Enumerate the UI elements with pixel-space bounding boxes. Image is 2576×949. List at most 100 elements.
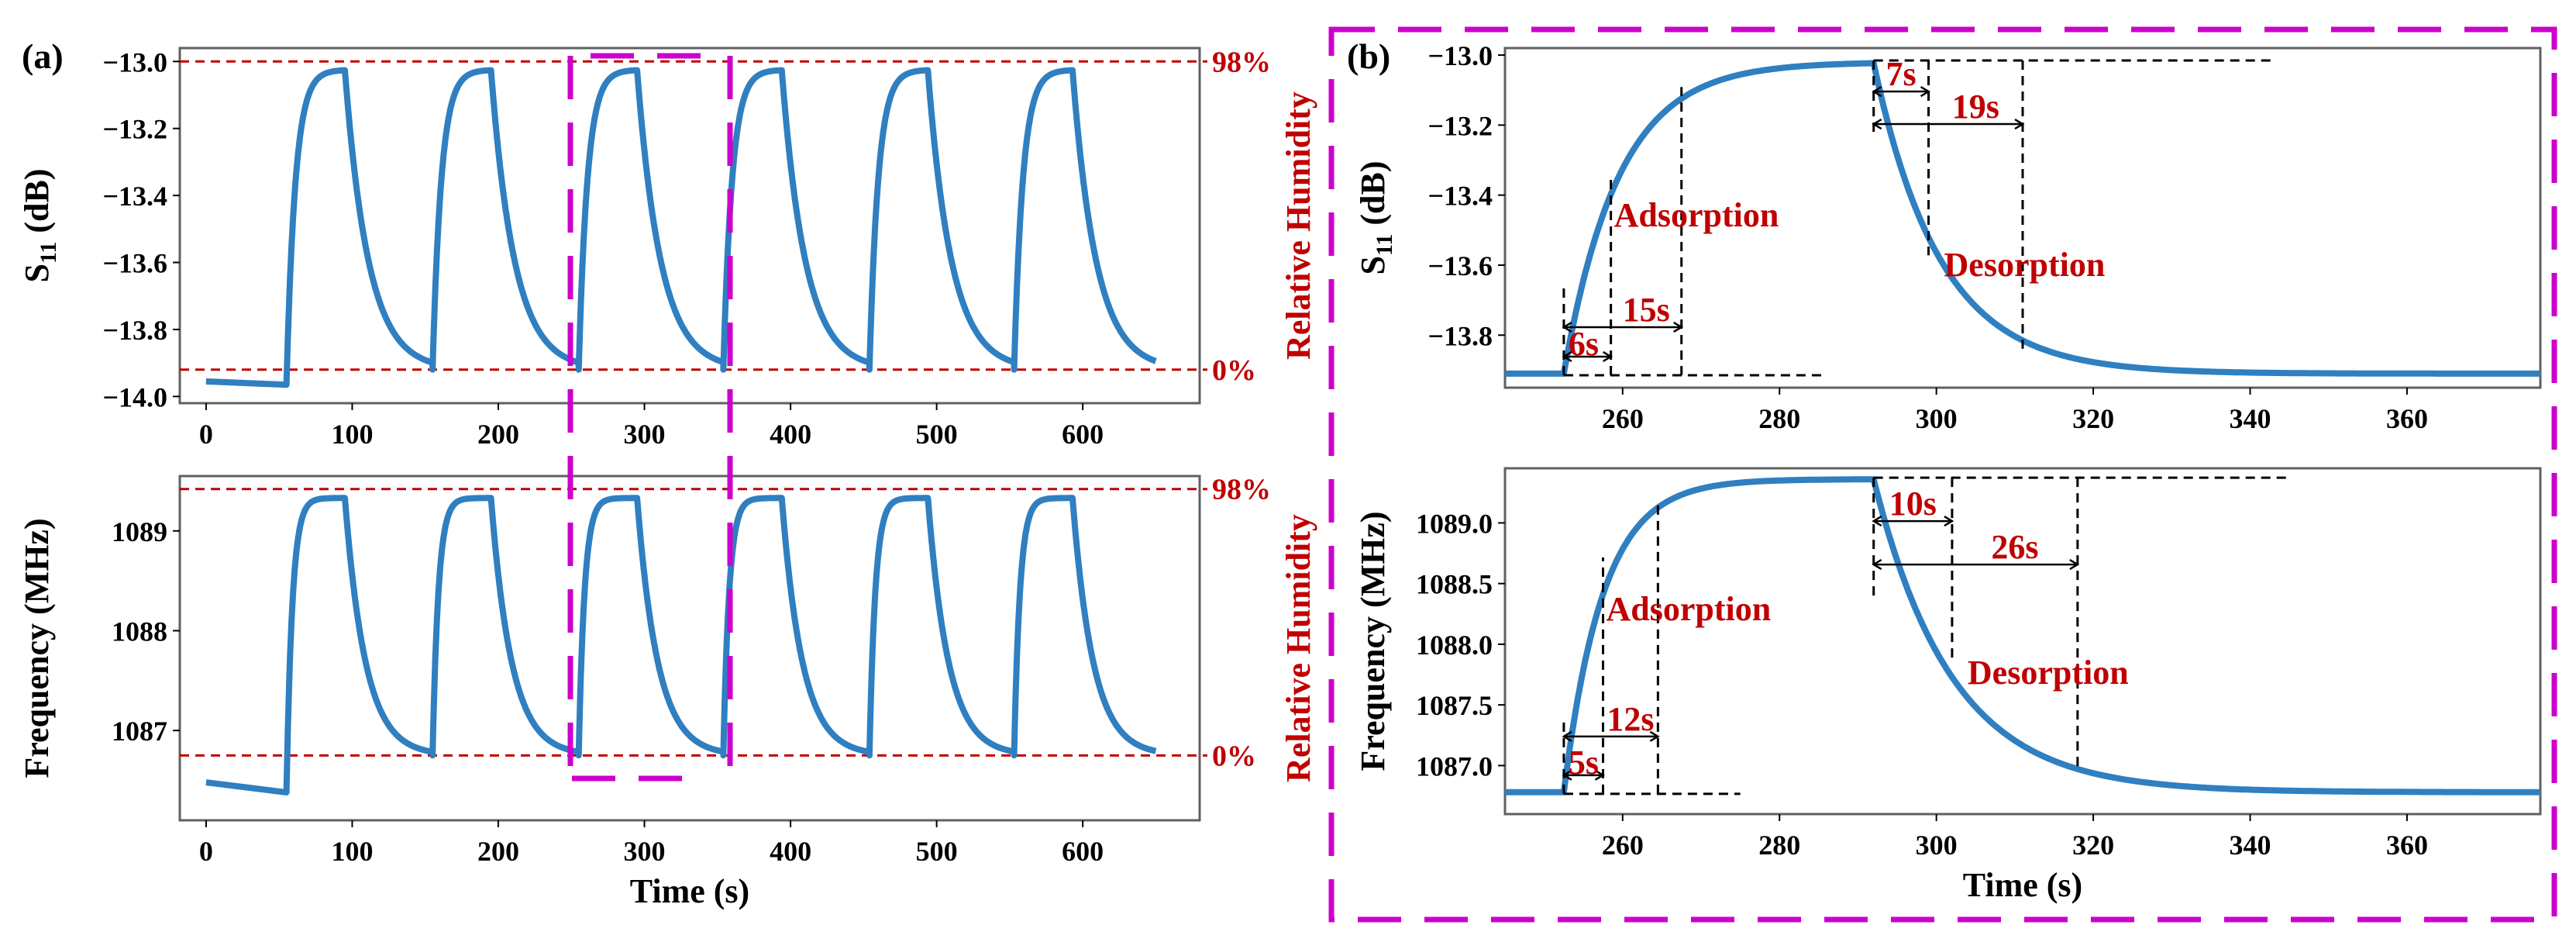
adsorption-label: Adsorption	[1614, 196, 1779, 234]
x-tick-label: 100	[331, 836, 373, 867]
x-tick-label: 280	[1758, 830, 1800, 861]
right-axis-label: Relative Humidity	[1279, 514, 1317, 782]
highlight-boxes	[567, 26, 2557, 923]
x-tick-label: 260	[1602, 830, 1644, 861]
y-axis-label: S11 (dB)	[18, 169, 61, 283]
x-tick-label: 300	[624, 419, 666, 450]
x-tick-label: 340	[2230, 830, 2271, 861]
x-tick-label: 260	[1602, 403, 1644, 434]
adsorption-full-arrow-head-right	[1673, 321, 1684, 333]
y-tick-label: 1087.5	[1416, 690, 1493, 721]
chart-a-bottom: 0 100 200 300 400 500 600 1087 1088 1089 Frequency…	[18, 474, 1317, 910]
y-axis-label: S11 (dB)	[1354, 161, 1397, 275]
desorption-label: Desorption	[1944, 246, 2106, 284]
chart-a-top: 0 100 200 300 400 500 600 −14.0 −13.8 −13.6 −13.4 −…	[18, 46, 1317, 450]
y-tick-label: −13.8	[102, 315, 167, 346]
y-tick-label: 1088.5	[1416, 569, 1493, 600]
y-axis-label: Frequency (MHz)	[1354, 511, 1392, 771]
x-tick-label: 600	[1062, 419, 1104, 450]
x-tick-label: 300	[624, 836, 666, 867]
x-tick-label: 600	[1062, 836, 1104, 867]
adsorption-label: Adsorption	[1607, 590, 1772, 628]
plot-frame	[178, 47, 1201, 405]
desorption-90-time-label: 10s	[1889, 485, 1937, 523]
adsorption-full-arrow-head-left	[1562, 321, 1572, 333]
desorption-label: Desorption	[1968, 654, 2129, 692]
x-tick-label: 340	[2230, 403, 2271, 434]
x-tick-label: 400	[770, 419, 811, 450]
data-series-line	[1505, 476, 2540, 795]
desorption-full-arrow-head-left	[1872, 559, 1882, 571]
y-tick-label: 1088.0	[1416, 630, 1493, 661]
chart-b-bottom: 260 280 300 320 340 360 1087.0 1087.5 1088.0 1088…	[1354, 467, 2542, 904]
x-tick-label: 200	[477, 836, 519, 867]
adsorption-90-arrow-head-left	[1562, 769, 1572, 781]
desorption-full-arrow-head-right	[2069, 559, 2080, 571]
data-series-line	[204, 495, 1159, 795]
x-axis-label: Time (s)	[1963, 866, 2082, 904]
data-series-line	[204, 67, 1159, 388]
x-tick-label: 320	[2072, 403, 2114, 434]
desorption-full-arrow-head-right	[2014, 118, 2025, 130]
reference-line-label: 0%	[1212, 354, 1256, 387]
y-axis-label: Frequency (MHz)	[18, 518, 56, 778]
plot-frame	[1503, 47, 2542, 389]
adsorption-full-arrow-head-left	[1562, 730, 1572, 742]
desorption-90-arrow-head-right	[1944, 516, 1954, 527]
desorption-full-arrow-head-left	[1872, 118, 1882, 130]
y-tick-label: −14.0	[102, 381, 167, 412]
right-axis-label: Relative Humidity	[1279, 91, 1317, 360]
y-tick-label: −13.8	[1427, 320, 1493, 351]
x-tick-label: 400	[770, 836, 811, 867]
x-tick-label: 280	[1758, 403, 1800, 434]
x-tick-label: 0	[199, 836, 213, 867]
y-tick-label: 1089	[112, 516, 167, 547]
y-tick-label: −13.6	[1427, 250, 1493, 281]
adsorption-90-arrow-head-right	[1602, 350, 1613, 363]
reference-line-label: 0%	[1212, 740, 1256, 772]
y-tick-label: −13.4	[102, 181, 167, 212]
adsorption-full-time-label: 15s	[1623, 291, 1670, 329]
desorption-90-time-label: 7s	[1886, 55, 1917, 93]
x-tick-label: 360	[2386, 403, 2428, 434]
x-tick-label: 320	[2072, 830, 2114, 861]
adsorption-90-arrow-head-right	[1594, 769, 1605, 781]
y-tick-label: −13.0	[1427, 40, 1493, 71]
adsorption-90-time-label: 5s	[1569, 744, 1599, 782]
desorption-90-arrow-head-left	[1872, 516, 1882, 527]
y-tick-label: 1088	[112, 616, 167, 647]
x-tick-label: 300	[1916, 403, 1958, 434]
zoom-region-box-b	[1328, 26, 2557, 923]
y-tick-label: −13.2	[1427, 110, 1493, 141]
y-tick-label: 1087	[112, 716, 167, 747]
desorption-90-arrow-head-left	[1872, 85, 1882, 98]
adsorption-full-arrow-head-right	[1649, 730, 1660, 742]
x-tick-label: 300	[1916, 830, 1958, 861]
reference-line-label: 98%	[1212, 46, 1271, 78]
desorption-full-time-label: 19s	[1952, 88, 1999, 126]
x-tick-label: 0	[199, 419, 213, 450]
x-tick-label: 500	[916, 836, 958, 867]
x-tick-label: 100	[331, 419, 373, 450]
y-tick-label: −13.4	[1427, 181, 1493, 212]
adsorption-90-time-label: 6s	[1569, 325, 1599, 363]
panel-label-a: (a)	[22, 36, 64, 76]
adsorption-90-arrow-head-left	[1562, 350, 1572, 363]
y-tick-label: −13.0	[102, 47, 167, 78]
x-tick-label: 200	[477, 419, 519, 450]
plot-frame	[178, 474, 1201, 822]
y-tick-label: −13.2	[102, 114, 167, 145]
desorption-90-arrow-head-right	[1920, 85, 1930, 98]
y-tick-label: −13.6	[102, 248, 167, 279]
x-axis-label: Time (s)	[630, 872, 749, 910]
reference-line-label: 98%	[1212, 474, 1271, 506]
desorption-full-time-label: 26s	[1991, 528, 2038, 566]
adsorption-full-time-label: 12s	[1607, 700, 1654, 738]
panel-label-b: (b)	[1347, 36, 1390, 76]
y-tick-label: 1089.0	[1416, 508, 1493, 539]
y-tick-label: 1087.0	[1416, 751, 1493, 782]
x-tick-label: 500	[916, 419, 958, 450]
plot-frame	[1503, 467, 2542, 816]
x-tick-label: 360	[2386, 830, 2428, 861]
